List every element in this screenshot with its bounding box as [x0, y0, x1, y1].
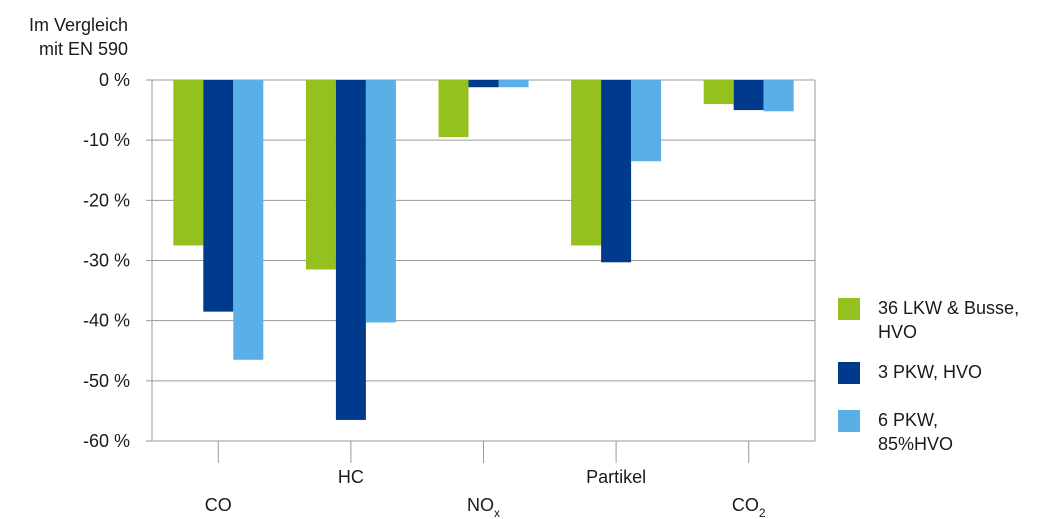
bar-hc-series-3 — [365, 80, 396, 323]
legend-label-series-3-line-1: 6 PKW, — [878, 410, 939, 430]
y-tick-label: -50 % — [83, 371, 130, 391]
legend-label-series-1-line-1: 36 LKW & Busse, — [878, 298, 1020, 318]
x-category-label: Partikel — [586, 467, 646, 487]
bar-co-series-2 — [203, 80, 234, 312]
bar-partikel-series-1 — [571, 80, 602, 246]
y-axis-title-line-1: Im Vergleich — [28, 15, 128, 35]
legend-item-series-3: 6 PKW, 85%HVO — [838, 408, 1048, 458]
legend-swatch-series-3 — [838, 410, 860, 432]
bar-hc-series-2 — [335, 80, 366, 420]
legend-swatch-series-1 — [838, 298, 860, 320]
bar-partikel-series-3 — [631, 80, 662, 162]
bar-co2-series-1 — [703, 80, 734, 105]
bar-co-series-1 — [173, 80, 204, 246]
bar-nox-series-3 — [498, 80, 529, 88]
legend: 36 LKW & Busse, HVO 3 PKW, HVO 6 PKW, 85… — [838, 296, 1048, 472]
y-tick-label: -40 % — [83, 311, 130, 331]
legend-label-series-1-line-2: HVO — [878, 322, 918, 342]
legend-label-series-2: 3 PKW, HVO — [878, 362, 983, 382]
y-tick-label: -60 % — [83, 431, 130, 451]
bar-hc-series-1 — [305, 80, 336, 270]
bar-nox-series-2 — [468, 80, 499, 88]
bar-co-series-3 — [233, 80, 264, 360]
bar-co2-series-2 — [733, 80, 764, 111]
bar-partikel-series-2 — [601, 80, 632, 263]
y-tick-label: -10 % — [83, 130, 130, 150]
y-tick-label: 0 % — [99, 70, 130, 90]
y-axis-title-line-2: mit EN 590 — [38, 39, 128, 59]
y-tick-label: -30 % — [83, 251, 130, 271]
bar-chart: 0 % -10 % -20 % -30 % -40 % -50 % -60 % CO HC NOx… — [83, 70, 816, 519]
legend-item-series-2: 3 PKW, HVO — [838, 360, 1048, 394]
x-category-label: CO — [205, 495, 232, 515]
x-category-label: CO2 — [732, 495, 766, 519]
legend-swatch-series-2 — [838, 362, 860, 384]
legend-label-series-3-line-2: 85%HVO — [878, 434, 954, 454]
bar-co2-series-3 — [763, 80, 794, 112]
y-tick-label: -20 % — [83, 190, 130, 210]
x-category-label: NOx — [467, 495, 500, 519]
x-category-label: HC — [338, 467, 364, 487]
bar-nox-series-1 — [438, 80, 469, 138]
legend-item-series-1: 36 LKW & Busse, HVO — [838, 296, 1048, 346]
